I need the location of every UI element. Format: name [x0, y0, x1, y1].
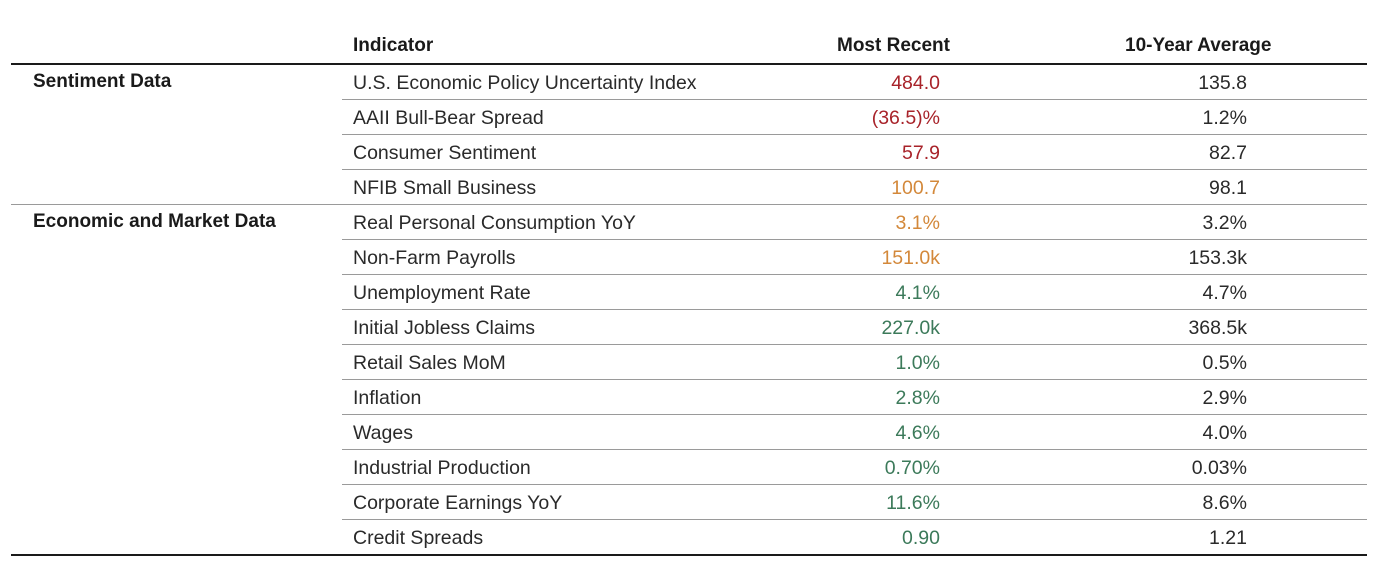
section-sentiment-data: Sentiment Data U.S. Economic Policy Unce… [11, 65, 1367, 205]
table-header: Indicator Most Recent 10-Year Average [11, 30, 1367, 65]
indicator-name: Real Personal Consumption YoY [353, 212, 636, 234]
table-row: NFIB Small Business 100.7 98.1 [342, 170, 1367, 204]
most-recent-value: 0.90 [902, 527, 940, 549]
table-row: Credit Spreads 0.90 1.21 [342, 520, 1367, 554]
indicator-name: Credit Spreads [353, 527, 484, 549]
table-row: Unemployment Rate 4.1% 4.7% [342, 275, 1367, 310]
ten-year-average-value: 8.6% [1202, 492, 1247, 514]
ten-year-average-value: 4.0% [1202, 422, 1247, 444]
ten-year-average-value: 135.8 [1198, 72, 1247, 94]
section-label: Sentiment Data [33, 71, 172, 92]
most-recent-value: 2.8% [895, 387, 940, 409]
indicator-name: NFIB Small Business [353, 177, 537, 199]
indicator-name: Industrial Production [353, 457, 531, 479]
ten-year-average-value: 368.5k [1188, 317, 1247, 339]
header-indicator: Indicator [353, 35, 434, 56]
indicator-name: U.S. Economic Policy Uncertainty Index [353, 72, 697, 94]
table-row: Real Personal Consumption YoY 3.1% 3.2% [342, 205, 1367, 240]
table-row: Inflation 2.8% 2.9% [342, 380, 1367, 415]
table-row: Industrial Production 0.70% 0.03% [342, 450, 1367, 485]
section-label: Economic and Market Data [33, 211, 276, 232]
header-most-recent: Most Recent [837, 35, 950, 56]
ten-year-average-value: 0.5% [1202, 352, 1247, 374]
most-recent-value: 11.6% [886, 492, 940, 514]
indicator-name: Corporate Earnings YoY [353, 492, 563, 514]
most-recent-value: 151.0k [881, 247, 940, 269]
most-recent-value: 227.0k [881, 317, 940, 339]
indicator-name: Initial Jobless Claims [353, 317, 536, 339]
most-recent-value: 4.1% [895, 282, 940, 304]
section-rows: U.S. Economic Policy Uncertainty Index 4… [342, 65, 1367, 204]
most-recent-value: 3.1% [895, 212, 940, 234]
ten-year-average-value: 4.7% [1202, 282, 1247, 304]
most-recent-value: 4.6% [895, 422, 940, 444]
ten-year-average-value: 82.7 [1209, 142, 1247, 164]
ten-year-average-value: 2.9% [1202, 387, 1247, 409]
table-row: Consumer Sentiment 57.9 82.7 [342, 135, 1367, 170]
ten-year-average-value: 3.2% [1202, 212, 1247, 234]
header-ten-year-average: 10-Year Average [1125, 35, 1272, 56]
indicator-name: Inflation [353, 387, 422, 409]
ten-year-average-value: 1.21 [1209, 527, 1247, 549]
most-recent-value: (36.5)% [871, 107, 940, 129]
table-row: Non-Farm Payrolls 151.0k 153.3k [342, 240, 1367, 275]
ten-year-average-value: 0.03% [1191, 457, 1247, 479]
section-rows: Real Personal Consumption YoY 3.1% 3.2% … [342, 205, 1367, 554]
ten-year-average-value: 153.3k [1188, 247, 1247, 269]
table-row: Initial Jobless Claims 227.0k 368.5k [342, 310, 1367, 345]
most-recent-value: 0.70% [884, 457, 940, 479]
section-economic-and-market-data: Economic and Market Data Real Personal C… [11, 205, 1367, 556]
indicator-name: Unemployment Rate [353, 282, 531, 304]
table-row: Retail Sales MoM 1.0% 0.5% [342, 345, 1367, 380]
indicator-name: Retail Sales MoM [353, 352, 506, 374]
indicators-table: Indicator Most Recent 10-Year Average Se… [11, 30, 1367, 556]
table-row: Wages 4.6% 4.0% [342, 415, 1367, 450]
most-recent-value: 57.9 [902, 142, 940, 164]
most-recent-value: 1.0% [895, 352, 940, 374]
most-recent-value: 100.7 [891, 177, 940, 199]
indicator-name: AAII Bull-Bear Spread [353, 107, 544, 129]
most-recent-value: 484.0 [891, 72, 940, 94]
table-row: AAII Bull-Bear Spread (36.5)% 1.2% [342, 100, 1367, 135]
indicator-name: Non-Farm Payrolls [353, 247, 516, 269]
table-row: Corporate Earnings YoY 11.6% 8.6% [342, 485, 1367, 520]
ten-year-average-value: 98.1 [1209, 177, 1247, 199]
table-row: U.S. Economic Policy Uncertainty Index 4… [342, 65, 1367, 100]
indicator-name: Wages [353, 422, 413, 444]
indicator-name: Consumer Sentiment [353, 142, 537, 164]
ten-year-average-value: 1.2% [1202, 107, 1247, 129]
